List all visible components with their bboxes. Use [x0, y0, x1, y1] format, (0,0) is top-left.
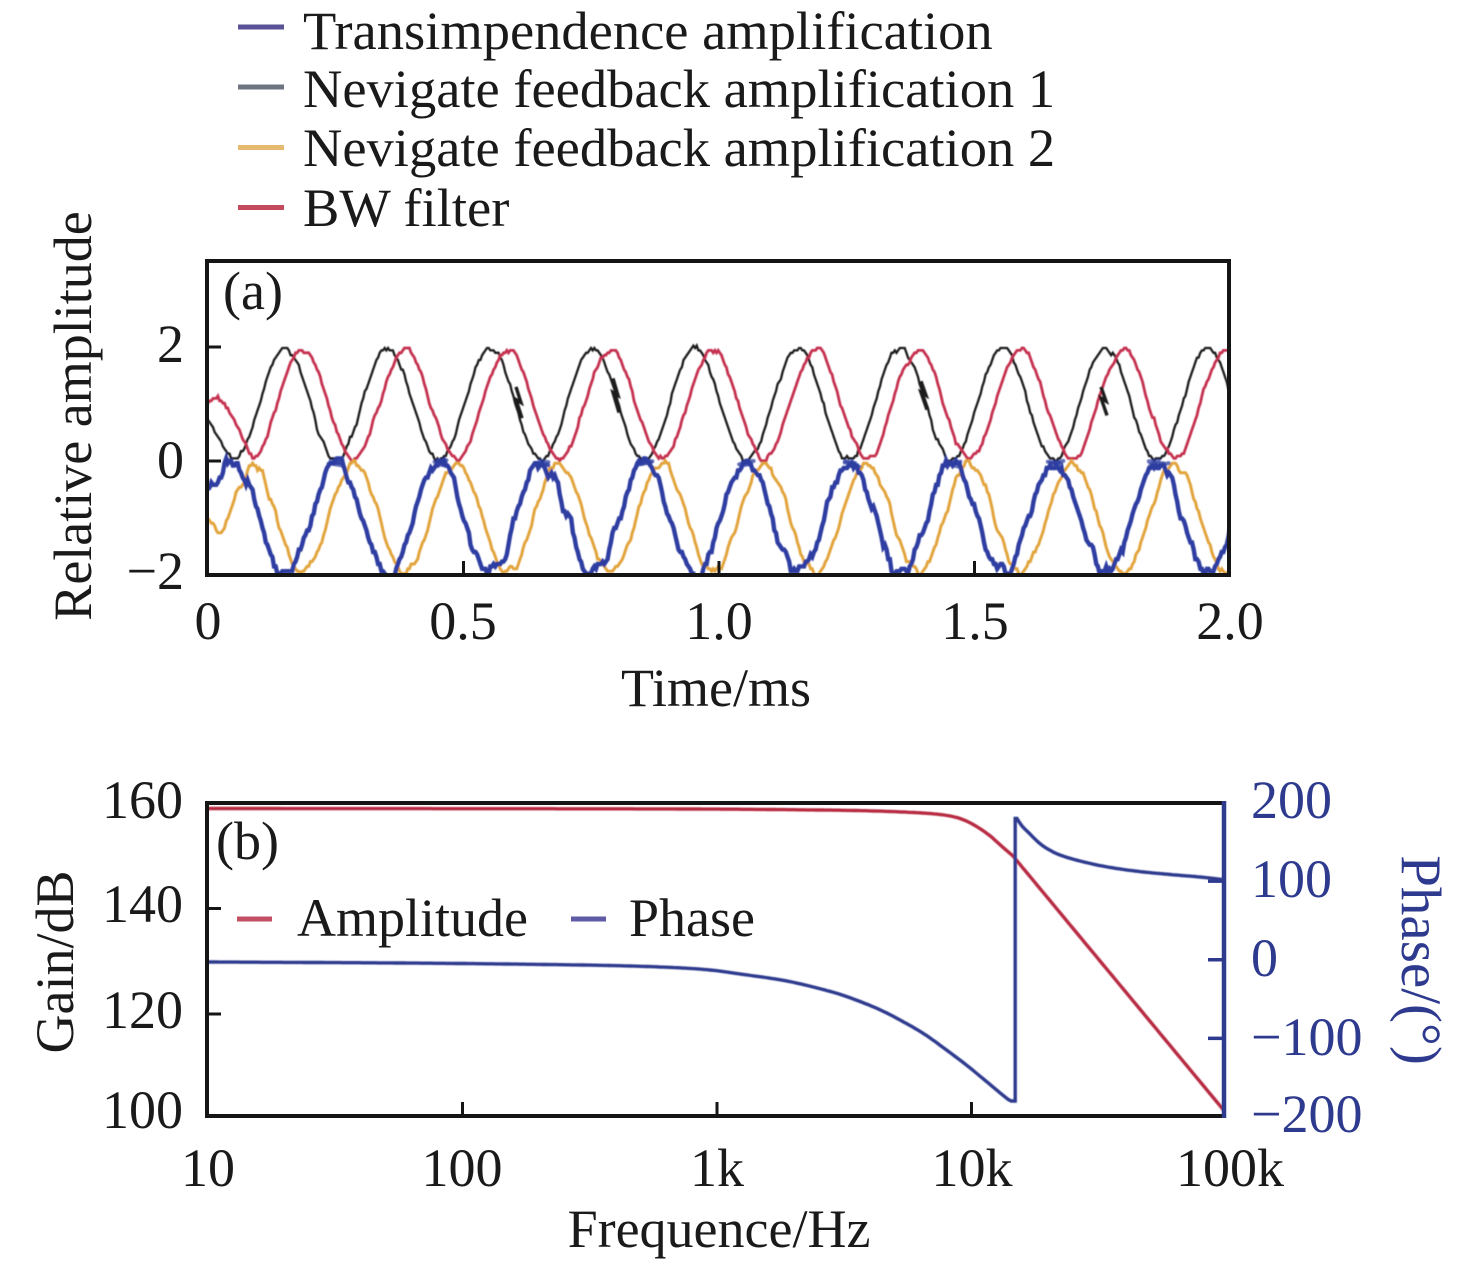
- svg-text:1.0: 1.0: [685, 591, 753, 651]
- svg-text:−2: −2: [127, 541, 184, 601]
- svg-text:200: 200: [1251, 770, 1332, 830]
- svg-text:100: 100: [102, 1080, 183, 1140]
- svg-text:2: 2: [157, 314, 184, 374]
- svg-text:−100: −100: [1251, 1007, 1362, 1067]
- svg-text:Frequence/Hz: Frequence/Hz: [568, 1199, 871, 1259]
- svg-text:100: 100: [422, 1138, 503, 1198]
- svg-text:Time/ms: Time/ms: [621, 658, 811, 718]
- svg-text:Transimpendence amplification: Transimpendence amplification: [303, 0, 993, 61]
- svg-text:160: 160: [102, 770, 183, 830]
- svg-text:Relative amplitude: Relative amplitude: [43, 211, 103, 620]
- svg-text:100: 100: [1251, 849, 1332, 909]
- svg-text:(a): (a): [223, 261, 283, 321]
- svg-text:0.5: 0.5: [429, 591, 497, 651]
- svg-text:140: 140: [102, 874, 183, 934]
- svg-text:Phase/(°): Phase/(°): [1389, 855, 1452, 1065]
- svg-text:0: 0: [157, 430, 184, 490]
- svg-text:120: 120: [102, 980, 183, 1040]
- svg-text:Nevigate feedback amplificatio: Nevigate feedback amplification 2: [303, 117, 1055, 178]
- svg-text:0: 0: [195, 591, 222, 651]
- svg-text:−200: −200: [1251, 1084, 1362, 1144]
- svg-text:10k: 10k: [932, 1138, 1013, 1198]
- svg-text:10: 10: [181, 1138, 235, 1198]
- svg-text:Gain/dB: Gain/dB: [25, 871, 85, 1054]
- svg-text:100k: 100k: [1176, 1138, 1284, 1198]
- svg-text:2.0: 2.0: [1196, 591, 1264, 651]
- svg-text:BW filter: BW filter: [303, 177, 509, 238]
- svg-text:(b): (b): [216, 811, 279, 871]
- svg-text:0: 0: [1251, 928, 1278, 988]
- svg-text:Nevigate feedback amplificatio: Nevigate feedback amplification 1: [303, 58, 1055, 119]
- svg-text:1.5: 1.5: [941, 591, 1009, 651]
- svg-text:Phase: Phase: [629, 888, 755, 948]
- svg-text:1k: 1k: [690, 1138, 744, 1198]
- svg-text:Amplitude: Amplitude: [297, 888, 528, 948]
